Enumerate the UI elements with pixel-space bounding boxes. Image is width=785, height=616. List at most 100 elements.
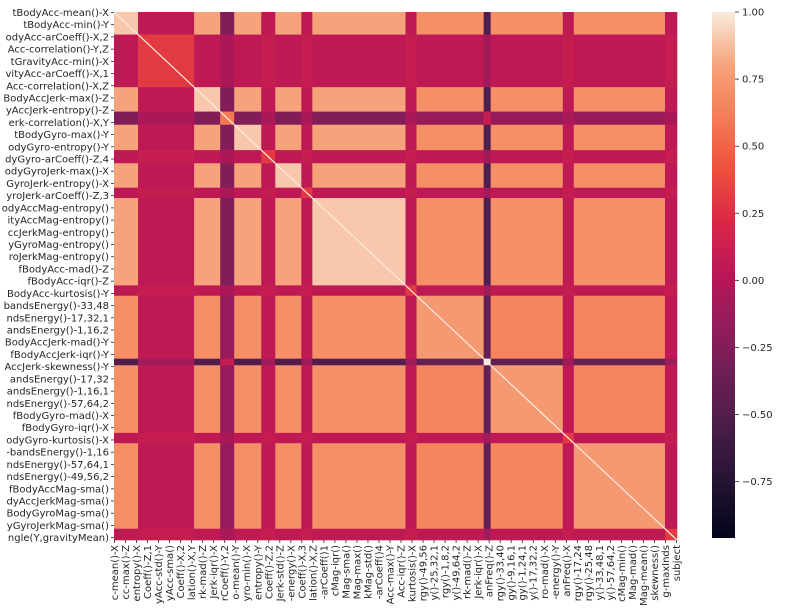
y-tick-label: dyAccJerkMag-sma()	[6, 497, 109, 508]
heatmap-cell	[483, 12, 491, 35]
heatmap-cell	[301, 443, 313, 530]
heatmap-cell	[138, 443, 195, 530]
y-tick-label: fBodyAccMag-sma()	[9, 484, 109, 495]
x-tick-labels: c-mean()-X cc-max()-Z entropy()-X Coeff()-Z…	[110, 540, 683, 606]
x-tick-label: -arCoeff()1	[319, 545, 330, 599]
heatmap-cell	[490, 163, 564, 188]
heatmap-cell	[562, 124, 575, 151]
heatmap-cell	[194, 528, 221, 541]
heatmap-cell	[562, 295, 575, 359]
heatmap-cell	[562, 163, 575, 188]
heatmap-cell	[114, 87, 139, 112]
heatmap-cell	[220, 187, 235, 199]
heatmap-cell	[114, 124, 139, 151]
heatmap-cell	[483, 528, 491, 541]
heatmap-cell	[312, 528, 406, 541]
x-tick-label: o-mean()-Y	[231, 544, 242, 599]
heatmap-cell	[483, 187, 491, 199]
heatmap-cell	[416, 124, 484, 151]
heatmap-cell	[573, 163, 666, 188]
heatmap-cell	[312, 12, 406, 35]
heatmap-cell	[562, 111, 575, 126]
heatmap-cell	[490, 285, 564, 297]
heatmap-cell	[220, 365, 235, 434]
x-tick-label: lation()-X,Z	[308, 545, 319, 601]
x-tick-label: Jerk-std()-Z	[275, 545, 286, 603]
y-tick-label: fBodyAccJerk-iqr()-Y	[10, 350, 110, 361]
heatmap-cells	[113, 11, 678, 541]
heatmap-cell	[573, 198, 666, 286]
y-tick-label: tBodyGyro-max()-Y	[14, 130, 110, 141]
heatmap-cell	[573, 124, 666, 151]
heatmap-cell	[405, 365, 417, 434]
colorbar-tick-label: −0.50	[742, 410, 773, 421]
heatmap-cell	[301, 365, 313, 434]
heatmap-cell	[261, 187, 276, 199]
heatmap-cell	[405, 124, 417, 151]
heatmap-cell	[573, 358, 666, 366]
heatmap-cell	[573, 12, 666, 35]
heatmap-cell	[194, 34, 221, 88]
heatmap-cell	[416, 12, 484, 35]
y-tick-label: roJerkMag-entropy()	[9, 252, 109, 263]
heatmap-cell	[275, 295, 302, 359]
heatmap-cell	[261, 124, 276, 151]
heatmap-cell	[261, 87, 276, 112]
x-tick-label: cc-max()-Z	[121, 545, 132, 600]
heatmap-cell	[490, 187, 564, 199]
y-tick-label: dyGyro-arCoeff()-Z,4	[5, 155, 109, 166]
y-tick-label: ngle(Y,gravityMean)	[8, 533, 109, 544]
heatmap-cell	[234, 528, 262, 541]
heatmap-cell	[312, 87, 406, 112]
heatmap-cell	[664, 187, 678, 199]
heatmap-cell	[312, 150, 406, 164]
heatmap-cell	[275, 187, 302, 199]
heatmap-cell	[312, 365, 406, 434]
heatmap-cell	[301, 358, 313, 366]
heatmap-cell	[275, 358, 302, 366]
heatmap-cell	[220, 34, 235, 88]
heatmap-cell	[234, 111, 262, 126]
heatmap-cell	[483, 87, 491, 112]
x-tick-label: y()-49,64,2	[452, 545, 463, 601]
heatmap-cell	[234, 163, 262, 188]
x-tick-label: yAcc-sma()	[165, 545, 176, 601]
heatmap-cell	[138, 124, 195, 151]
x-tick-label: skewness()	[650, 545, 661, 601]
heatmap-cell	[220, 358, 235, 366]
heatmap-cell	[490, 87, 564, 112]
heatmap-cell	[220, 12, 235, 35]
y-tick-label: BodyAccJerk-max()-Z	[3, 93, 109, 104]
heatmap-cell	[664, 295, 678, 359]
heatmap-cell	[138, 365, 195, 434]
y-tick-labels: tBodyAcc-mean()-XtBodyAcc-min()-YodyAcc-…	[2, 8, 114, 544]
x-tick-label: y()-33,48,1	[595, 545, 606, 601]
heatmap-cell	[483, 443, 491, 530]
y-tick-label: ccJerkMag-entropy()	[8, 228, 109, 239]
y-tick-label: Acc-correlation()-Y,Z	[8, 45, 109, 56]
heatmap-cell	[275, 365, 302, 434]
x-tick-label: rgy()-33,40	[496, 545, 507, 601]
colorbar	[712, 12, 735, 538]
heatmap-cell	[483, 365, 491, 434]
heatmap-cell	[234, 150, 262, 164]
colorbar-ticks: 1.00 0.75 0.50 0.25 0.00 −0.25 −0.50 −0.75	[735, 8, 773, 488]
heatmap-cell	[114, 432, 139, 444]
heatmap-cell	[261, 285, 276, 297]
x-tick-label: Mag-mean()	[639, 545, 650, 606]
heatmap-cell	[664, 432, 678, 444]
heatmap-cell	[275, 198, 302, 286]
heatmap-cell	[312, 295, 406, 359]
heatmap-cell	[138, 111, 195, 126]
heatmap-cell	[573, 528, 666, 541]
heatmap-cell	[261, 295, 276, 359]
heatmap-cell	[114, 150, 139, 164]
heatmap-cell	[234, 87, 262, 112]
heatmap-cell	[490, 443, 564, 530]
heatmap-cell	[261, 34, 276, 88]
heatmap-cell	[405, 295, 417, 359]
colorbar-tick-label: 1.00	[742, 8, 764, 19]
x-tick-label: ro-mad()-X	[540, 545, 551, 599]
heatmap-cell	[573, 111, 666, 126]
